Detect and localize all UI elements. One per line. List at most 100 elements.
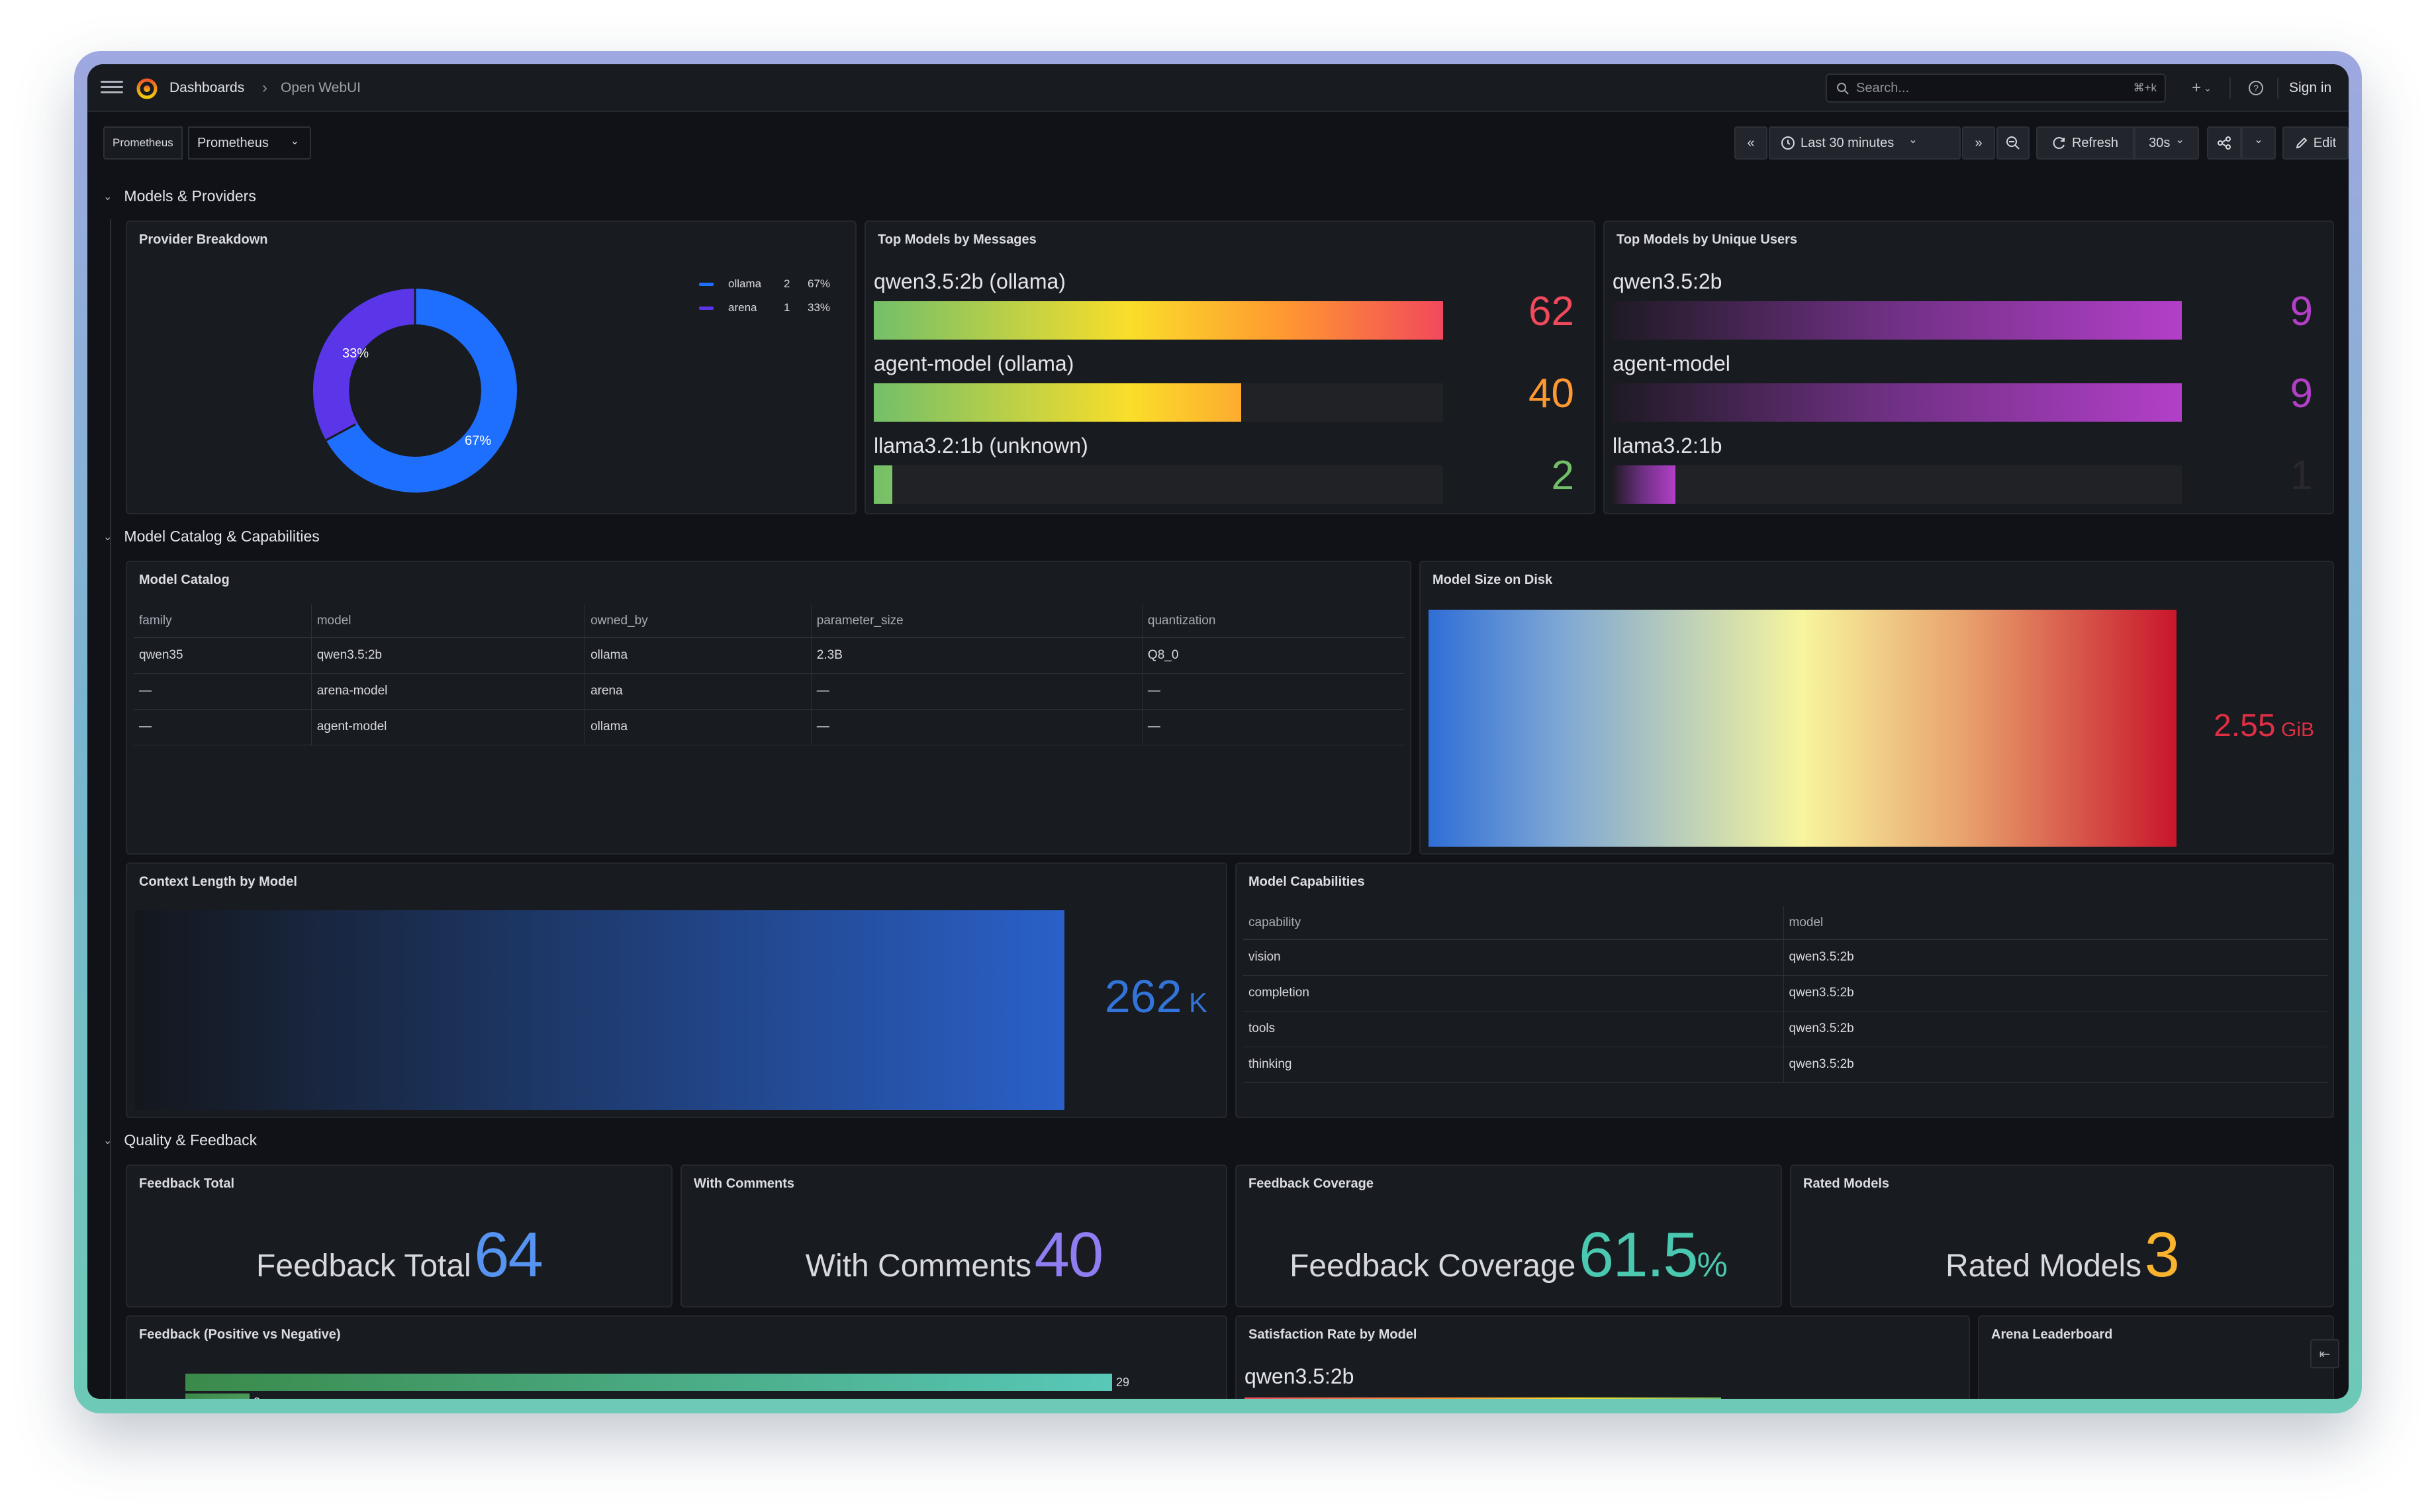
refresh-button[interactable]: Refresh [2036,126,2134,160]
table-cell: — [134,709,312,745]
sign-in-link[interactable]: Sign in [2289,80,2332,95]
donut-slice-arena[interactable] [313,289,416,442]
column-header[interactable]: family [134,604,312,638]
share-menu-button[interactable]: ⌄ [2241,126,2276,160]
search-shortcut: ⌘+k [2133,81,2157,94]
zoom-out-icon [2006,136,2020,150]
bar-fill[interactable] [874,301,1443,340]
bar-fill[interactable] [1613,301,2182,340]
share-button[interactable] [2207,126,2241,160]
panel-feedback-posneg[interactable]: Feedback (Positive vs Negative) 29 2 [126,1315,1227,1399]
legend-value: 1 [784,301,790,314]
row-header-quality[interactable]: ⌄ Quality & Feedback [103,1131,257,1149]
column-header[interactable]: model [311,604,586,638]
panel-title: Feedback Coverage [1248,1176,1374,1191]
gauge-number: 262 [1104,970,1182,1022]
bar-label: qwen3.5:2b [1613,269,1722,293]
stat-number: 40 [1034,1219,1104,1290]
bar-fill[interactable] [1613,383,2182,422]
refresh-interval-select[interactable]: 30s ⌄ [2134,126,2199,160]
help-icon[interactable]: ? [2241,73,2271,103]
feedback-bar[interactable] [185,1394,250,1399]
datasource-select[interactable]: Prometheus ⌄ [188,126,311,160]
row-header-models-providers[interactable]: ⌄ Models & Providers [103,187,256,205]
panel-title: Model Capabilities [1248,874,1365,889]
stat-value: Feedback Total 64 [127,1219,671,1292]
panel-title: Model Size on Disk [1432,573,1553,587]
divider [2229,77,2231,99]
panel-feedback-coverage[interactable]: Feedback Coverage Feedback Coverage 61.5… [1235,1164,1782,1307]
gauge-bar [135,910,1064,1110]
table-row: tools qwen3.5:2b [1243,1011,2327,1047]
legend-item-ollama[interactable]: ollama 2 67% [699,277,830,291]
column-header[interactable]: model [1783,906,2327,940]
column-header[interactable]: owned_by [585,604,812,638]
grafana-logo-icon[interactable] [135,76,159,100]
legend-item-arena[interactable]: arena 1 33% [699,301,830,314]
table-cell: qwen35 [134,638,312,674]
stat-number: 3 [2144,1219,2180,1290]
panel-rated-models[interactable]: Rated Models Rated Models 3 [1790,1164,2334,1307]
panel-title: Top Models by Messages [878,232,1037,247]
bar-fill[interactable] [874,383,1241,422]
panel-model-catalog[interactable]: Model Catalog family model owned_by para… [126,561,1411,855]
time-range-label: Last 30 minutes [1801,136,1895,150]
table-row: — agent-model ollama — — [134,709,1405,745]
legend-name: ollama [728,277,762,290]
time-range-picker[interactable]: Last 30 minutes ⌄ [1769,126,1961,160]
table-row: — arena-model arena — — [134,673,1405,710]
legend-name: arena [728,301,757,314]
row-title: Model Catalog & Capabilities [124,528,320,545]
stat-label: Feedback Total [256,1249,471,1284]
table-cell: tools [1243,1011,1784,1047]
bar-label: llama3.2:1b [1613,434,1722,457]
panel-top-models-users[interactable]: Top Models by Unique Users qwen3.5:2b 9 ag… [1603,220,2334,514]
search-input[interactable]: Search... ⌘+k [1826,73,2166,103]
panel-model-size[interactable]: Model Size on Disk 2.55 GiB [1419,561,2334,855]
column-header[interactable]: quantization [1142,604,1405,638]
chevron-down-icon: ⌄ [2204,82,2212,93]
panel-provider-breakdown[interactable]: Provider Breakdown 33% 67% ollama 2 67% … [126,220,857,514]
gauge-bar [1429,610,2177,847]
edit-button[interactable]: Edit [2282,126,2349,160]
donut-chart: 33% 67% [313,289,517,493]
bar-track [874,301,1443,340]
table-header-row: family model owned_by parameter_size qua… [134,604,1405,638]
panel-title: Feedback Total [139,1176,235,1191]
share-icon [2218,136,2231,150]
table-cell: qwen3.5:2b [1783,975,2327,1012]
time-shift-forward-button[interactable]: » [1962,126,1995,160]
bar-value-label: 2 [254,1395,260,1399]
panel-arena-leaderboard[interactable]: Arena Leaderboard [1978,1315,2334,1399]
bar-label: agent-model [1613,352,1730,375]
table-cell: arena-model [311,673,586,710]
table-cell: 2.3B [811,638,1143,674]
panel-model-capabilities[interactable]: Model Capabilities capability model visi… [1235,863,2334,1118]
time-shift-back-button[interactable]: « [1734,126,1767,160]
bar-value: 40 [1528,371,1574,416]
refresh-label: Refresh [2071,136,2119,150]
menu-icon[interactable] [101,77,123,99]
row-header-catalog[interactable]: ⌄ Model Catalog & Capabilities [103,528,320,545]
dock-toggle-button[interactable]: ⇤ [2310,1339,2339,1368]
breadcrumb-dashboards[interactable]: Dashboards [169,80,245,95]
datasource-select-value: Prometheus [197,136,269,150]
column-header[interactable]: capability [1243,906,1784,940]
add-menu-button[interactable]: + ⌄ [2183,73,2220,103]
panel-top-models-messages[interactable]: Top Models by Messages qwen3.5:2b (ollam… [865,220,1595,514]
panel-title: Context Length by Model [139,874,297,889]
search-icon [1837,83,1849,95]
panel-with-comments[interactable]: With Comments With Comments 40 [680,1164,1227,1307]
column-header[interactable]: parameter_size [811,604,1143,638]
bar-fill[interactable] [874,465,892,504]
feedback-bar[interactable] [185,1374,1112,1391]
panel-feedback-total[interactable]: Feedback Total Feedback Total 64 [126,1164,673,1307]
panel-context-length[interactable]: Context Length by Model 262 K [126,863,1227,1118]
zoom-out-button[interactable] [1996,126,2030,160]
panel-satisfaction-rate[interactable]: Satisfaction Rate by Model qwen3.5:2b [1235,1315,1970,1399]
bar-fill[interactable] [1613,465,1675,504]
datasource-variable-label: Prometheus [103,126,183,160]
bar-track [874,383,1443,422]
row-title: Quality & Feedback [124,1131,258,1149]
stat-value: Rated Models 3 [1791,1219,2333,1292]
